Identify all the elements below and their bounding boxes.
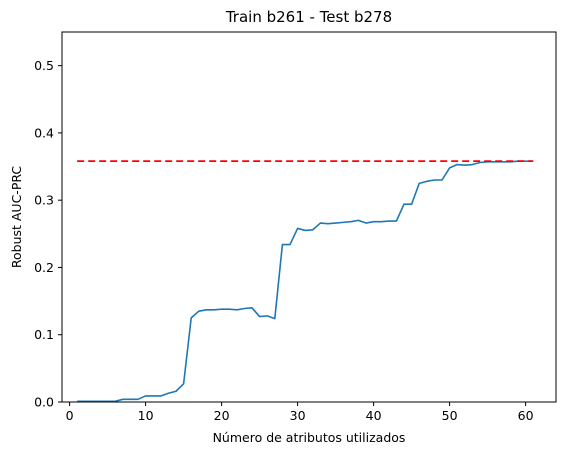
y-tick-label: 0.4 [34,125,54,140]
y-tick-label: 0.0 [34,395,54,410]
plot-series [77,160,534,403]
x-tick-label: 30 [290,408,306,423]
series-line [77,160,534,403]
x-tick-label: 10 [138,408,154,423]
x-axis-label: Número de atributos utilizados [213,430,406,445]
y-tick-label: 0.3 [34,193,54,208]
chart-title: Train b261 - Test b278 [225,8,392,26]
x-tick-label: 50 [442,408,458,423]
plot-frame [61,31,557,403]
y-tick-labels: 0.0 0.1 0.2 0.3 0.4 0.5 [34,58,62,410]
x-tick-labels: 0 10 20 30 40 50 60 [66,402,534,423]
x-tick-label: 40 [366,408,382,423]
x-tick-label: 0 [66,408,74,423]
x-tick-label: 60 [518,408,534,423]
x-tick-label: 20 [214,408,230,423]
y-tick-label: 0.1 [34,327,54,342]
y-tick-label: 0.2 [34,260,54,275]
y-tick-label: 0.5 [34,58,54,73]
y-axis-label: Robust AUC-PRC [9,166,24,269]
